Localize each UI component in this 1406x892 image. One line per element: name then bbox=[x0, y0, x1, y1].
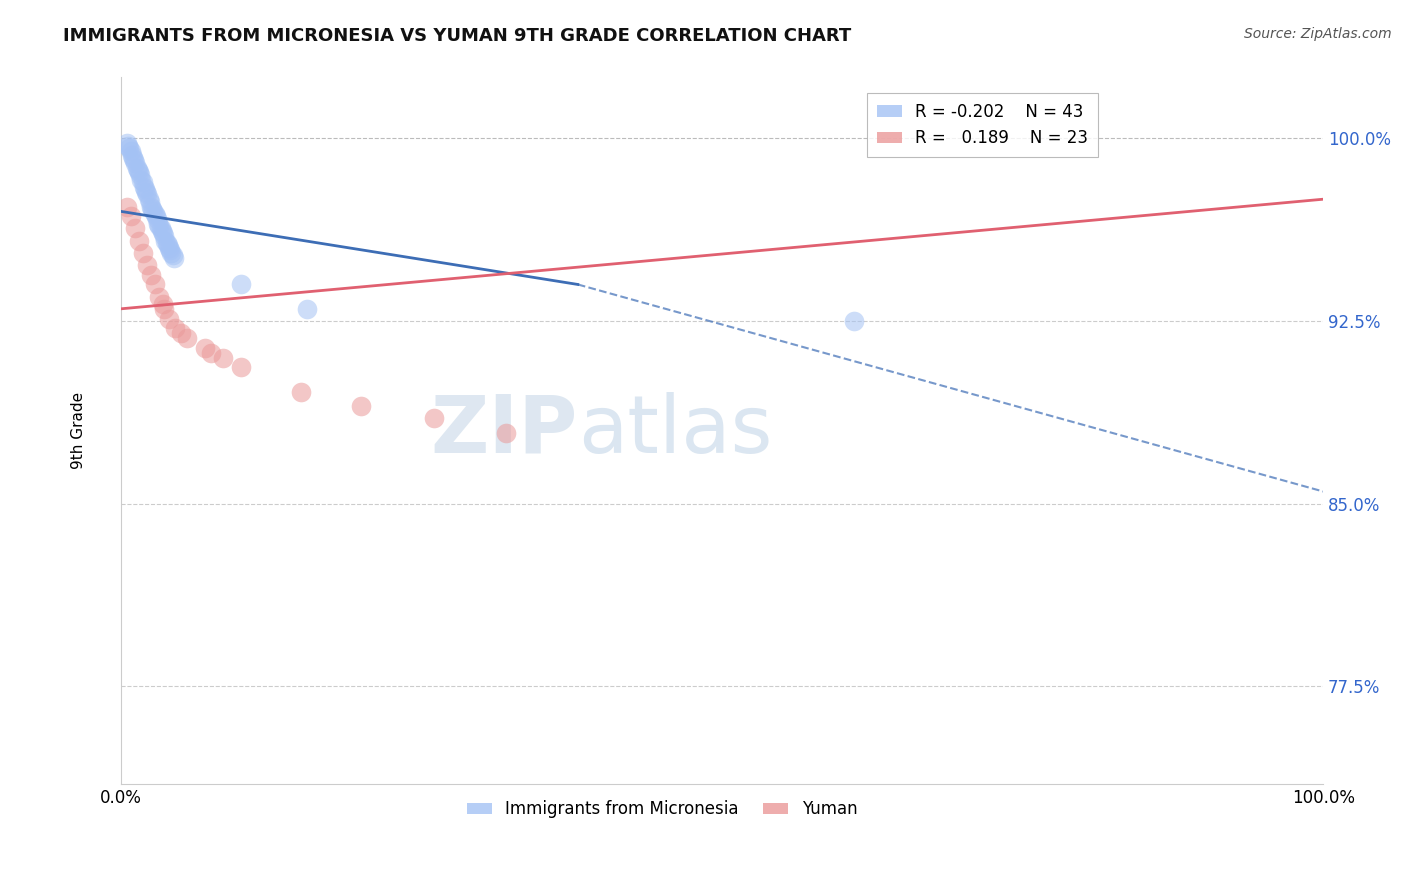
Point bbox=[350, 399, 373, 413]
Point bbox=[139, 200, 162, 214]
Text: ZIP: ZIP bbox=[430, 392, 578, 469]
Point bbox=[290, 384, 312, 399]
Point bbox=[121, 148, 143, 162]
Point bbox=[495, 425, 517, 440]
Point bbox=[148, 219, 170, 233]
Point bbox=[422, 411, 444, 425]
Point bbox=[128, 234, 150, 248]
Point bbox=[134, 182, 156, 196]
Point bbox=[120, 144, 142, 158]
Point bbox=[122, 153, 145, 168]
Point bbox=[152, 297, 174, 311]
Point bbox=[149, 221, 172, 235]
Point bbox=[120, 209, 142, 223]
Point bbox=[163, 251, 186, 265]
Point bbox=[127, 163, 149, 178]
Text: IMMIGRANTS FROM MICRONESIA VS YUMAN 9TH GRADE CORRELATION CHART: IMMIGRANTS FROM MICRONESIA VS YUMAN 9TH … bbox=[63, 27, 852, 45]
Point bbox=[139, 194, 162, 209]
Point bbox=[128, 165, 150, 179]
Point bbox=[200, 345, 222, 359]
Point bbox=[159, 244, 181, 258]
Point bbox=[194, 341, 217, 355]
Point bbox=[136, 187, 159, 202]
Point bbox=[139, 268, 162, 282]
Point bbox=[143, 277, 166, 292]
Point bbox=[162, 248, 184, 262]
Point bbox=[115, 200, 138, 214]
Point bbox=[146, 211, 169, 226]
Point bbox=[148, 217, 170, 231]
Point bbox=[150, 224, 173, 238]
Point bbox=[117, 138, 139, 153]
Point bbox=[143, 207, 166, 221]
Point bbox=[118, 141, 141, 155]
Point bbox=[844, 314, 866, 328]
Point bbox=[115, 136, 138, 151]
Point bbox=[153, 301, 176, 316]
Point bbox=[170, 326, 193, 341]
Point bbox=[155, 234, 177, 248]
Point bbox=[165, 321, 187, 335]
Point bbox=[212, 351, 235, 365]
Point bbox=[135, 185, 157, 199]
Point bbox=[153, 228, 176, 243]
Y-axis label: 9th Grade: 9th Grade bbox=[72, 392, 86, 469]
Point bbox=[122, 151, 145, 165]
Point bbox=[157, 311, 180, 326]
Point bbox=[156, 238, 179, 252]
Point bbox=[129, 168, 152, 182]
Point bbox=[148, 290, 170, 304]
Point bbox=[231, 277, 253, 292]
Text: Source: ZipAtlas.com: Source: ZipAtlas.com bbox=[1244, 27, 1392, 41]
Point bbox=[124, 155, 146, 169]
Point bbox=[157, 241, 180, 255]
Point bbox=[131, 175, 153, 189]
Point bbox=[231, 360, 253, 375]
Point bbox=[131, 172, 153, 186]
Point bbox=[136, 258, 159, 272]
Point bbox=[176, 331, 198, 345]
Text: atlas: atlas bbox=[578, 392, 772, 469]
Legend: Immigrants from Micronesia, Yuman: Immigrants from Micronesia, Yuman bbox=[460, 794, 865, 825]
Point bbox=[142, 204, 165, 219]
Point bbox=[156, 235, 179, 250]
Point bbox=[138, 192, 160, 206]
Point bbox=[160, 245, 183, 260]
Point bbox=[145, 209, 167, 223]
Point bbox=[152, 227, 174, 241]
Point bbox=[124, 221, 146, 235]
Point bbox=[141, 202, 163, 216]
Point bbox=[125, 161, 148, 175]
Point bbox=[297, 301, 319, 316]
Point bbox=[131, 245, 153, 260]
Point bbox=[132, 180, 155, 194]
